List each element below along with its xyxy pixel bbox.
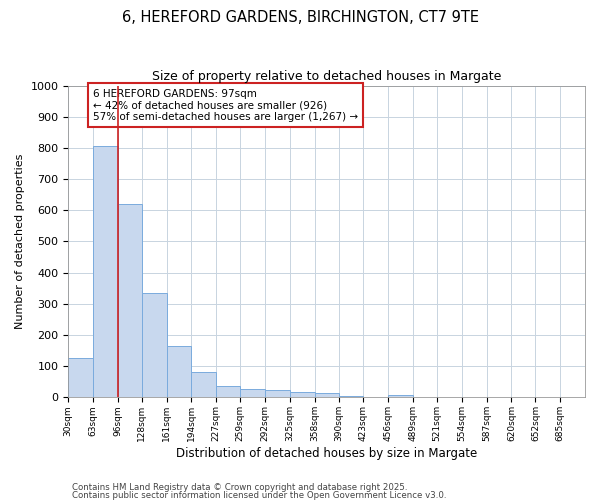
Bar (167, 346, 191, 398)
Bar (314, 394, 338, 398)
Bar (388, 395, 413, 398)
Bar (338, 396, 364, 398)
Text: Contains HM Land Registry data © Crown copyright and database right 2025.: Contains HM Land Registry data © Crown c… (72, 484, 407, 492)
Bar (68, 358, 93, 398)
Bar (240, 388, 265, 398)
Bar (216, 386, 240, 398)
X-axis label: Distribution of detached houses by size in Margate: Distribution of detached houses by size … (176, 447, 477, 460)
Bar (142, 293, 167, 398)
Bar (290, 392, 314, 398)
Bar (191, 372, 216, 398)
Text: 6 HEREFORD GARDENS: 97sqm
← 42% of detached houses are smaller (926)
57% of semi: 6 HEREFORD GARDENS: 97sqm ← 42% of detac… (93, 88, 358, 122)
Text: Contains public sector information licensed under the Open Government Licence v3: Contains public sector information licen… (72, 491, 446, 500)
Text: 6, HEREFORD GARDENS, BIRCHINGTON, CT7 9TE: 6, HEREFORD GARDENS, BIRCHINGTON, CT7 9T… (121, 10, 479, 25)
Bar (265, 390, 290, 398)
Title: Size of property relative to detached houses in Margate: Size of property relative to detached ho… (152, 70, 502, 83)
Y-axis label: Number of detached properties: Number of detached properties (15, 154, 25, 329)
Bar (93, 146, 118, 398)
Bar (118, 204, 142, 398)
